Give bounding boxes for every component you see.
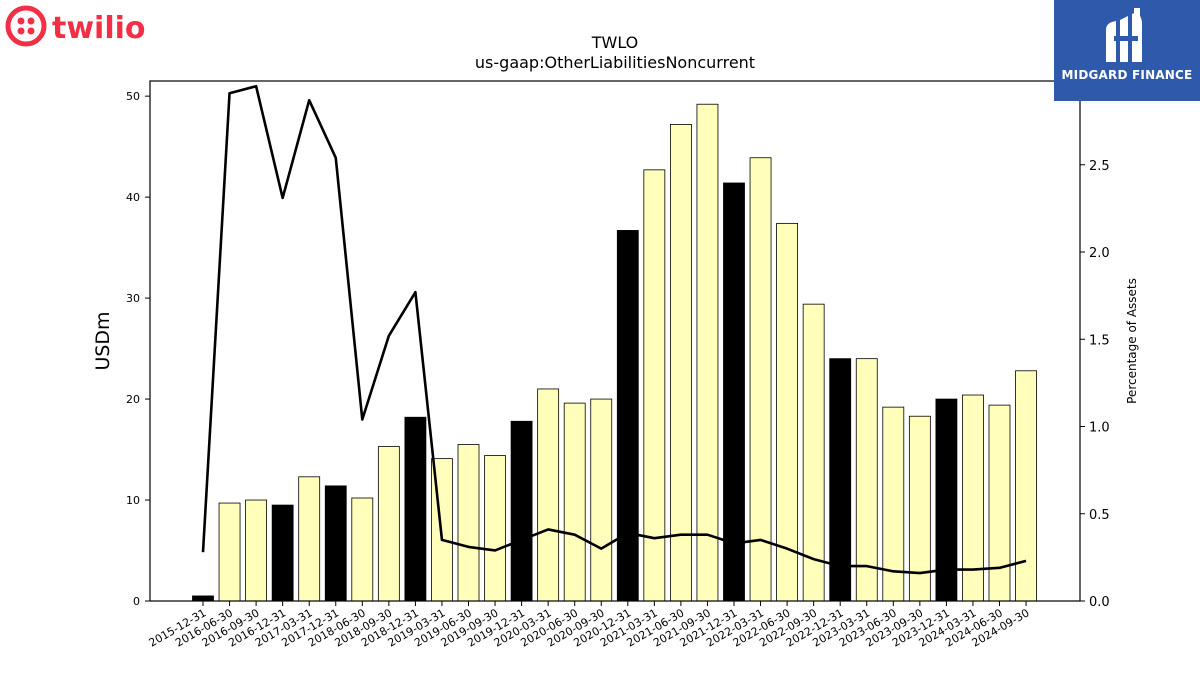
bar-2016-09-30	[245, 499, 268, 602]
y2-tick-label: 2.0	[1089, 246, 1110, 261]
bar-2019-06-30	[457, 444, 480, 602]
bar-2024-06-30	[988, 404, 1011, 602]
y2-axis-label: Percentage of Assets	[1125, 278, 1139, 404]
y2-tick-label: 1.5	[1089, 333, 1110, 348]
bar-2022-03-31	[749, 157, 772, 602]
bar-2021-06-30	[670, 124, 692, 602]
y-axis-right: 0.0 0.5 1.0 1.5 2.0 2.5	[1080, 159, 1110, 610]
bar-2021-09-30	[696, 103, 719, 602]
y2-tick-label: 0.5	[1089, 508, 1110, 523]
x-axis: 2015-12-312016-06-302016-09-302016-12-31…	[147, 601, 1032, 650]
y-tick-label: 40	[126, 191, 140, 204]
y-axis-label: USDm	[92, 311, 114, 370]
bars-layer	[192, 103, 1037, 602]
y-tick-label: 30	[126, 292, 140, 305]
midgard-finance-logo: MIDGARD FINANCE	[1054, 0, 1200, 101]
bar-2019-12-31	[510, 420, 533, 602]
chart-title: TWLO	[591, 33, 639, 52]
chart-subtitle: us-gaap:OtherLiabilitiesNoncurrent	[475, 53, 755, 72]
twilio-logo: twilio	[4, 4, 154, 50]
line-layer	[201, 84, 1027, 575]
y2-tick-label: 1.0	[1089, 421, 1110, 436]
bar-2015-12-31	[192, 595, 214, 602]
y-tick-label: 10	[126, 494, 140, 507]
twilio-logo-icon	[5, 5, 47, 47]
bar-2020-09-30	[590, 398, 613, 602]
bar-2020-06-30	[563, 402, 586, 602]
bar-2023-03-31	[855, 358, 878, 602]
bar-2024-09-30	[1015, 370, 1037, 602]
plot-frame	[149, 80, 1081, 602]
y-axis-left: 0 10 20 30 40 50	[126, 90, 150, 608]
bar-2016-12-31	[271, 504, 294, 602]
twilio-logo-text: twilio	[52, 11, 146, 46]
bar-2022-06-30	[776, 222, 798, 602]
midgard-logo-text: MIDGARD FINANCE	[1061, 68, 1193, 82]
bar-2020-12-31	[616, 230, 639, 602]
midgard-logo-icon	[1106, 8, 1142, 62]
bar-2017-03-31	[298, 476, 321, 602]
bar-2016-06-30	[218, 502, 241, 602]
y2-tick-label: 2.5	[1089, 159, 1110, 174]
y-tick-label: 20	[126, 393, 140, 406]
percentage-line	[201, 84, 1027, 575]
y-tick-label: 50	[126, 90, 140, 103]
bar-2018-06-30	[351, 497, 374, 602]
bar-2020-03-31	[537, 388, 560, 602]
bar-2017-12-31	[324, 485, 347, 602]
bar-2018-09-30	[377, 446, 400, 602]
bar-2018-12-31	[404, 416, 427, 602]
y-tick-label: 0	[133, 595, 140, 608]
y2-tick-label: 0.0	[1089, 595, 1110, 610]
bar-2021-12-31	[723, 182, 745, 602]
bar-2019-09-30	[484, 455, 506, 602]
